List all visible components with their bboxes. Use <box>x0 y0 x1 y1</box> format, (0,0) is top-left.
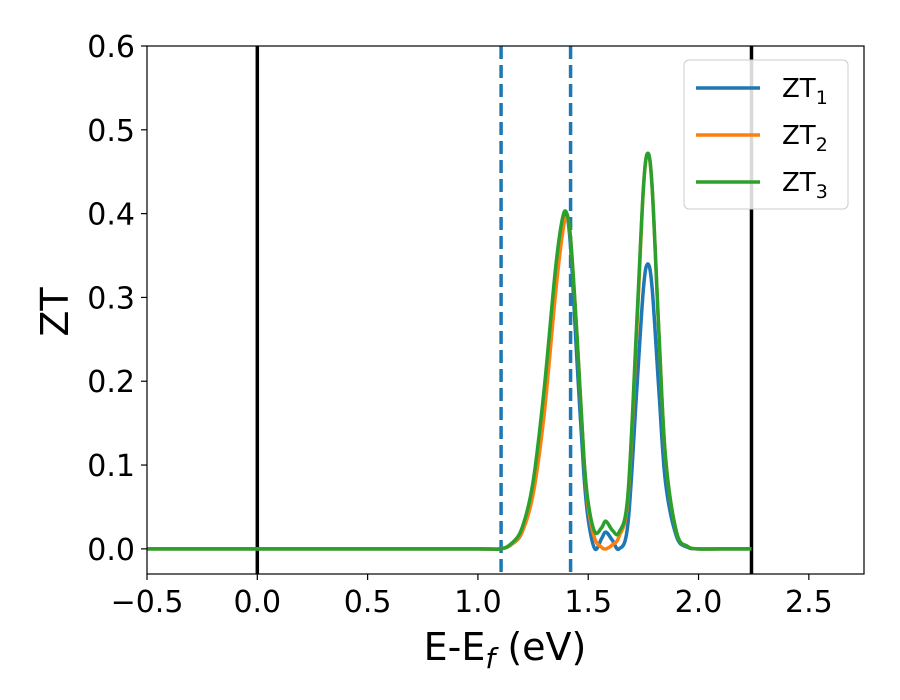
x-tick-label: 2.0 <box>675 585 723 620</box>
x-tick-label: 0.0 <box>233 585 281 620</box>
y-tick-label: 0.2 <box>87 365 135 400</box>
x-axis-title-main: E-E <box>424 625 486 669</box>
y-tick-label: 0.3 <box>87 281 135 316</box>
plot-area <box>147 46 754 574</box>
x-axis-title: E-Ef (eV) <box>424 625 587 675</box>
x-tick-label: 2.5 <box>785 585 833 620</box>
legend-label-zt2: ZT2 <box>782 121 828 156</box>
legend-label-zt3: ZT3 <box>782 168 828 203</box>
x-axis: −0.5 0.0 0.5 1.0 1.5 2.0 2.5 <box>111 574 833 620</box>
x-tick-label: 1.0 <box>454 585 502 620</box>
x-axis-title-unit: (eV) <box>495 625 586 669</box>
y-tick-label: 0.6 <box>87 30 135 65</box>
y-axis-title: ZT <box>33 287 77 337</box>
x-tick-label: −0.5 <box>111 585 184 620</box>
y-axis: 0.0 0.1 0.2 0.3 0.4 0.5 0.6 <box>87 30 147 568</box>
y-tick-label: 0.4 <box>87 198 135 233</box>
y-tick-label: 0.0 <box>87 533 135 568</box>
x-tick-label: 0.5 <box>344 585 392 620</box>
legend-box <box>683 59 849 210</box>
axes-frame <box>146 45 865 575</box>
y-tick-label: 0.5 <box>87 114 135 149</box>
legend-label-zt1: ZT1 <box>782 74 828 109</box>
series-line-zt3 <box>147 151 752 551</box>
x-tick-label: 1.5 <box>564 585 612 620</box>
y-tick-label: 0.1 <box>87 449 135 484</box>
axes-border <box>146 45 865 575</box>
legend: ZT1 ZT2 ZT3 <box>683 59 849 210</box>
